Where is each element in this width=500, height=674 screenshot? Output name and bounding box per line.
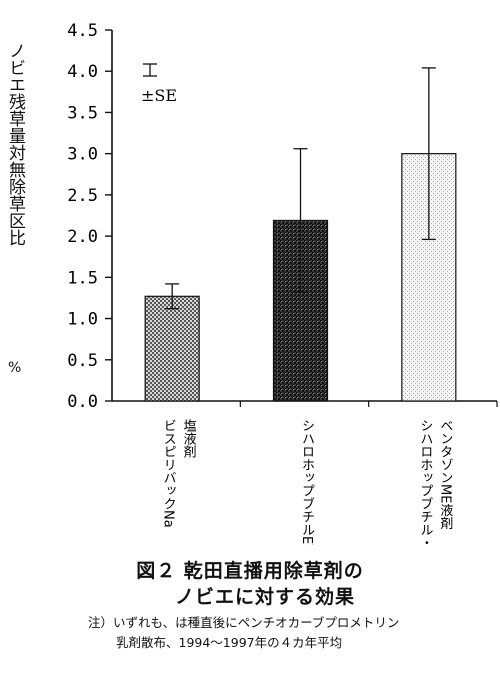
y-tick-label: 0.5: [67, 351, 98, 371]
y-axis-unit: %: [8, 360, 22, 376]
y-tick-label: 4.0: [67, 62, 98, 82]
y-tick-label: 3.5: [67, 103, 98, 123]
x-category-label: シハロホップブチルEW: [299, 419, 314, 545]
bar-chart: 0.0 0.5 1.0 1.5 2.0 2.5 3.0 3.5 4.0 4.5 ビスピリバックNa…: [67, 21, 498, 545]
figure-note-line2: 乳剤散布、1994〜1997年の４カ年平均: [116, 635, 343, 650]
x-category-label: ビスピリバックNa: [161, 419, 177, 528]
y-tick-label: 1.5: [67, 268, 98, 288]
x-category-label: 塩液剤: [181, 419, 197, 459]
y-tick-label: 4.5: [67, 21, 98, 41]
y-tick-label: 2.5: [67, 186, 98, 206]
y-tick-label: 0.0: [67, 392, 98, 412]
y-tick-label: 1.0: [67, 310, 98, 330]
bar-1: [144, 295, 200, 402]
figure-note-line1: 注）いずれも、は種直後にペンチオカーブプロメトリン: [88, 615, 400, 630]
legend-label: ±SE: [141, 86, 177, 105]
figure-caption-title: 図２ 乾田直播用除草剤の: [136, 560, 364, 582]
y-tick-label: 2.0: [67, 227, 98, 247]
x-category-label: ベンタゾンME液剤: [437, 419, 453, 531]
y-axis-label: ノビエ残草量対無除草区比: [5, 42, 25, 246]
y-tick-label: 3.0: [67, 145, 98, 165]
x-category-label: シハロホップブチル・: [417, 419, 432, 545]
figure-caption-subtitle: ノビエに対する効果: [174, 586, 355, 608]
